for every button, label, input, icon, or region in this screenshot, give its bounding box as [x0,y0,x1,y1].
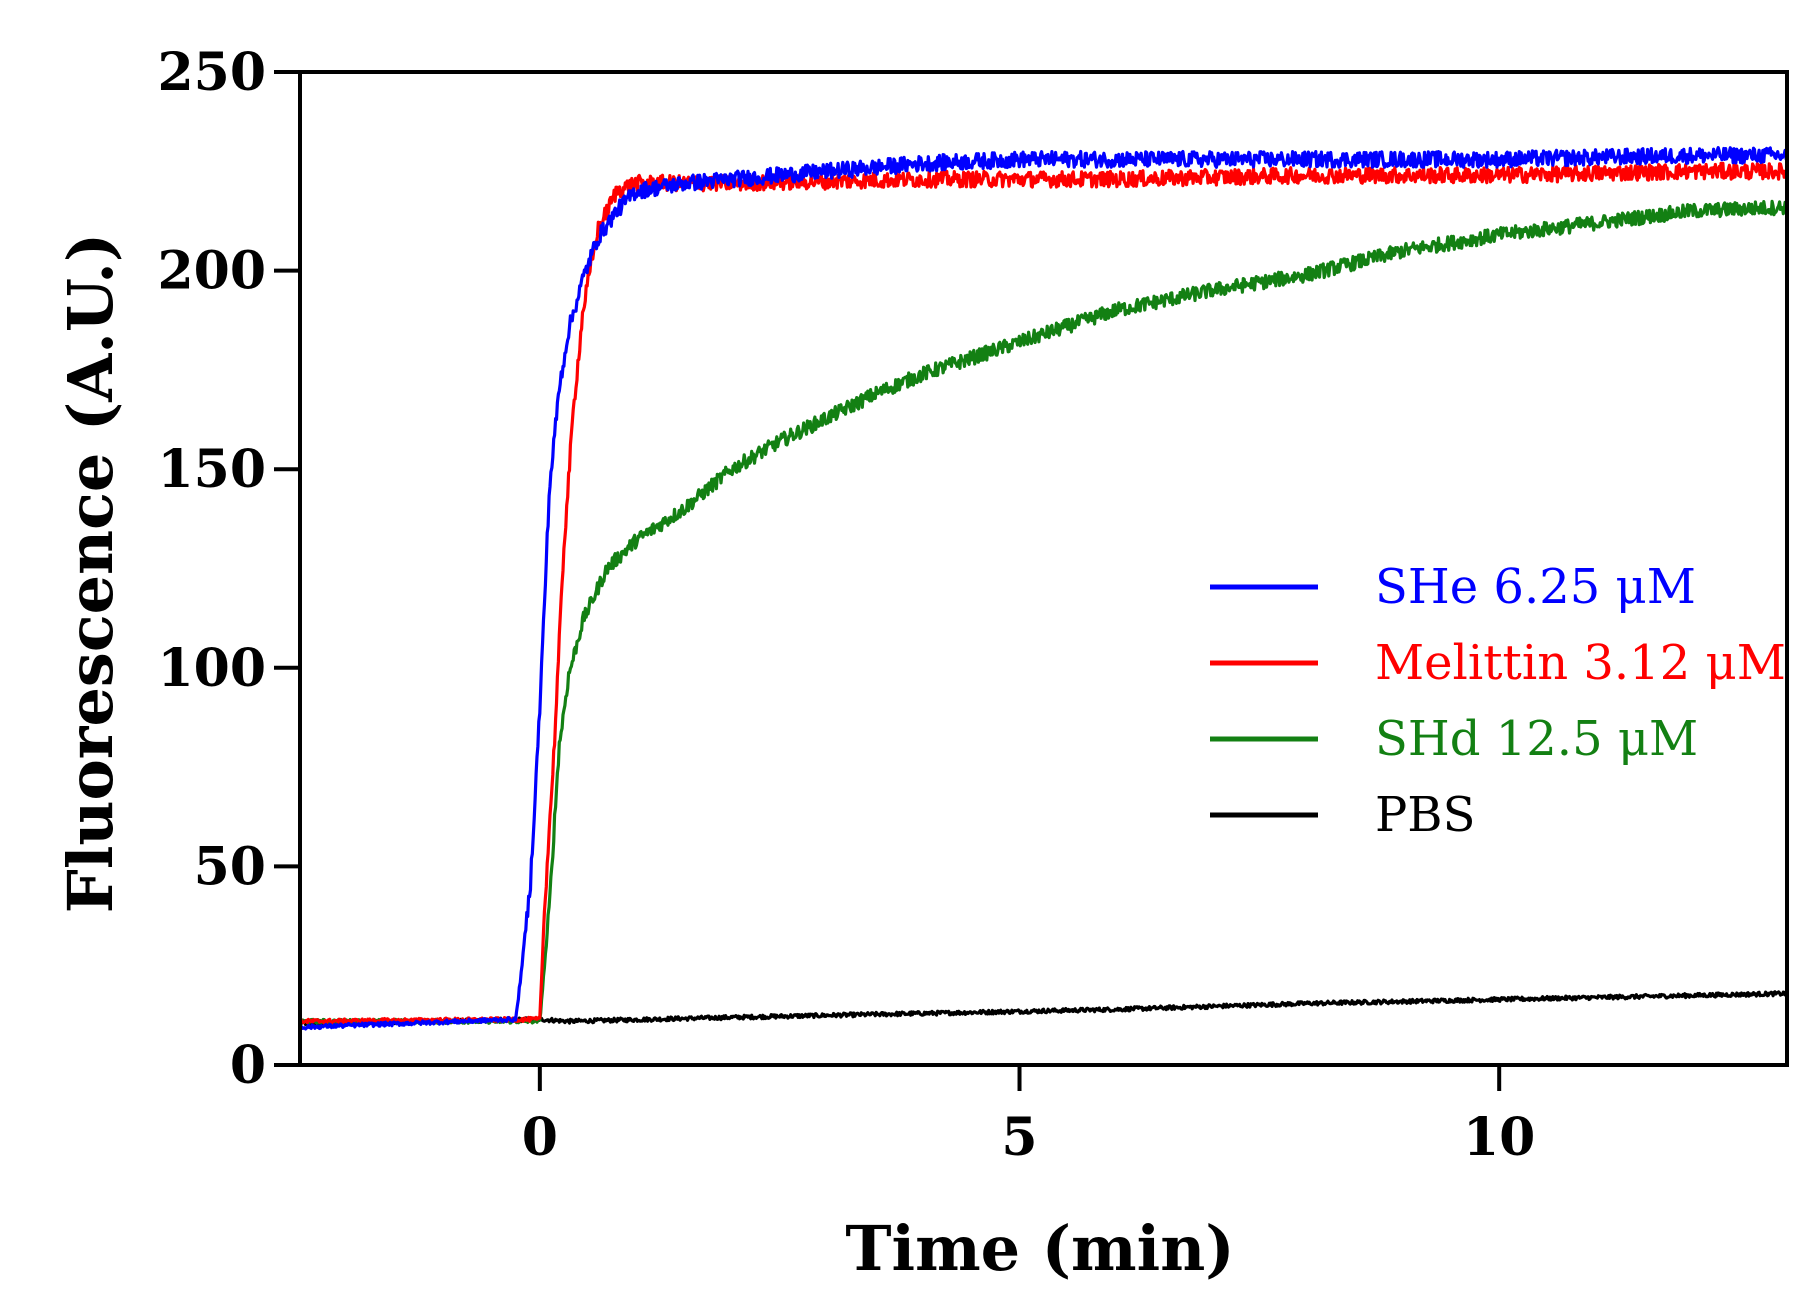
y-tick-label: 0 [230,1035,266,1096]
series-line-melittin [298,161,1789,1025]
series-line-pbs [298,990,1789,1027]
x-tick-label: 0 [522,1107,558,1168]
series-layer [298,146,1789,1031]
y-axis-title: Fluorescence (A.U.) [54,233,127,913]
series-line-she [299,146,1789,1031]
legend-label: SHe 6.25 μM [1375,559,1696,615]
ticks: 0 50 100 150 200 250 0 5 10 [157,42,1535,1168]
series-line-shd [299,199,1789,1025]
x-tick-label: 10 [1463,1107,1535,1168]
legend-label: PBS [1375,787,1475,843]
y-tick-label: 250 [157,42,266,103]
y-tick-label: 100 [157,638,266,699]
x-tick-label: 5 [1001,1107,1037,1168]
y-tick-label: 200 [157,241,266,302]
axes [298,70,1789,1067]
y-tick-label: 50 [194,836,266,897]
plot-frame [298,70,1789,1067]
legend-label: SHd 12.5 μM [1375,711,1698,767]
x-axis-title: Time (min) [845,1212,1234,1285]
y-tick-label: 150 [157,439,266,500]
legend-label: Melittin 3.12 μM [1375,635,1786,691]
legend: SHe 6.25 μM Melittin 3.12 μM SHd 12.5 μM PB… [1210,559,1786,843]
